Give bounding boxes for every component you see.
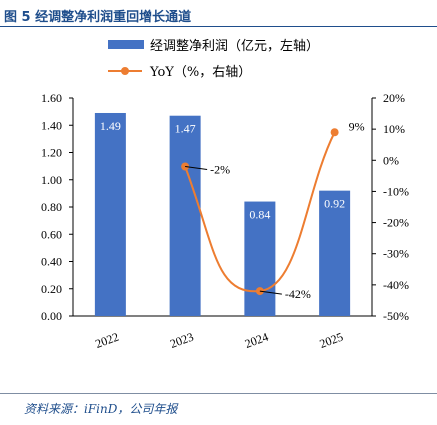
y-right-tick-label: 0% <box>383 153 399 167</box>
yoy-value-label: 9% <box>349 119 365 133</box>
y-left-tick-label: 0.80 <box>41 200 62 214</box>
y-left-tick-label: 0.40 <box>41 255 62 269</box>
legend-bar-swatch <box>108 40 144 49</box>
bar-2022 <box>94 112 126 316</box>
combo-chart: 经调整净利润（亿元，左轴） YoY（%，右轴） 0.00 0.20 0.40 0.60… <box>41 39 409 351</box>
bar-value-label: 1.47 <box>175 122 196 136</box>
y-right-tick-label: -30% <box>383 247 409 261</box>
y-left-tick-label: 1.40 <box>41 118 62 132</box>
y-left-tick-label: 1.20 <box>41 146 62 160</box>
y-right-tick-label: -50% <box>383 309 409 323</box>
yoy-value-label: -42% <box>285 287 311 301</box>
legend-line-label: YoY（%，右轴） <box>149 65 251 80</box>
legend-line-marker <box>121 67 129 75</box>
y-right-tick-label: -40% <box>383 278 409 292</box>
legend: 经调整净利润（亿元，左轴） YoY（%，右轴） <box>108 39 319 80</box>
y-left-tick-label: 0.20 <box>41 282 62 296</box>
bars: 1.49 1.47 0.84 0.92 <box>94 112 351 317</box>
y-right-tick-label: -10% <box>383 184 409 198</box>
y-right-tick-label: -20% <box>383 216 409 230</box>
yoy-label-leader <box>259 290 282 295</box>
footer-rule <box>0 393 437 394</box>
x-tick-label-2023: 2023 <box>168 330 195 351</box>
bar-2023 <box>169 115 201 317</box>
yoy-line-series: -2% -42% 9% <box>181 119 365 301</box>
x-tick-label-2022: 2022 <box>93 330 120 351</box>
legend-bar-label: 经调整净利润（亿元，左轴） <box>150 39 319 54</box>
y-left-tick-label: 0.60 <box>41 227 62 241</box>
yoy-point-2025 <box>330 128 339 137</box>
yoy-value-label: -2% <box>210 163 230 177</box>
y-left-tick-label: 0.00 <box>41 309 62 323</box>
source-note: 资料来源：iFinD，公司年报 <box>24 402 178 416</box>
x-tick-label-2025: 2025 <box>318 330 345 351</box>
bar-value-label: 0.92 <box>324 197 345 211</box>
figure-title: 图 5 经调整净利润重回增长通道 <box>4 10 192 25</box>
bar-value-label: 0.84 <box>249 208 270 222</box>
x-tick-labels: 2022 2023 2024 2025 <box>93 330 345 351</box>
y-left-tick-label: 1.00 <box>41 173 62 187</box>
bar-2024 <box>244 201 276 316</box>
y-right-tick-label: 20% <box>383 91 405 105</box>
x-tick-label-2024: 2024 <box>243 330 270 351</box>
yoy-label-leader <box>185 166 208 171</box>
y-right-tick-label: 10% <box>383 122 405 136</box>
bar-2025 <box>319 190 351 316</box>
y-left-tick-label: 1.60 <box>41 91 62 105</box>
title-rule <box>0 26 437 27</box>
bar-value-label: 1.49 <box>100 119 121 133</box>
